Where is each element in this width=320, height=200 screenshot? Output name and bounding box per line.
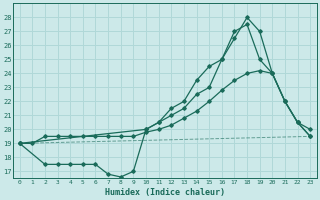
X-axis label: Humidex (Indice chaleur): Humidex (Indice chaleur) [105, 188, 225, 197]
